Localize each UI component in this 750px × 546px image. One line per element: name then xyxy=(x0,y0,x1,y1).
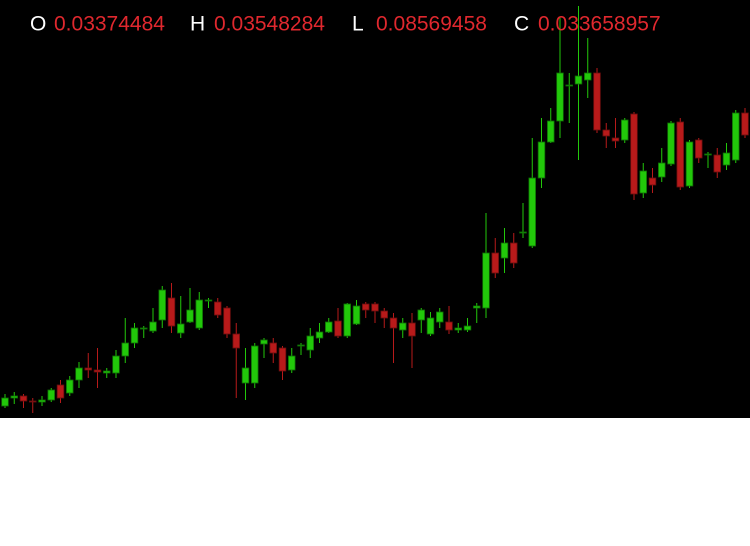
candle-body xyxy=(732,112,740,161)
candle-body xyxy=(436,311,444,323)
candle-body xyxy=(417,309,425,321)
candle-body xyxy=(103,370,111,374)
candle-body xyxy=(445,321,453,331)
candle-body xyxy=(93,369,102,373)
candle-body xyxy=(500,242,509,259)
candle-body xyxy=(704,153,712,156)
candle-body xyxy=(639,170,647,194)
candle-body xyxy=(722,152,731,166)
candle-body xyxy=(574,75,583,85)
high-label: H xyxy=(190,13,205,36)
candle-body xyxy=(214,301,222,316)
open-label: O xyxy=(30,13,46,36)
candle-body xyxy=(167,297,176,327)
candle-body xyxy=(288,355,296,371)
candle-body xyxy=(463,325,472,331)
candle-body xyxy=(602,129,610,137)
candle-body xyxy=(547,120,555,143)
candle-body xyxy=(667,122,675,165)
candle-body xyxy=(306,335,314,351)
candle-body xyxy=(278,347,287,372)
candle-body xyxy=(362,303,370,311)
candle-body xyxy=(528,177,536,247)
candle-body xyxy=(399,322,407,331)
candle-body xyxy=(195,299,203,329)
candle-body xyxy=(741,112,749,136)
high-value: 0.03548284 xyxy=(214,13,325,36)
candle-body xyxy=(648,177,657,186)
candle-body xyxy=(593,72,601,131)
candle-body xyxy=(621,119,629,141)
candle-body xyxy=(584,72,592,81)
candle-body xyxy=(473,305,481,309)
candle-body xyxy=(84,367,92,371)
candle-body xyxy=(56,384,65,399)
candle-body xyxy=(334,320,342,337)
candle-body xyxy=(491,252,499,274)
candle-body xyxy=(158,289,166,321)
ohlc-header: O 0.03374484 H 0.03548284 L 0.08569458 C… xyxy=(30,13,661,36)
candle-body xyxy=(352,305,361,325)
open-value: 0.03374484 xyxy=(54,13,165,36)
candle-body xyxy=(537,141,546,179)
candle-body xyxy=(1,397,9,407)
candle-body xyxy=(315,331,324,339)
plot-background xyxy=(0,0,750,418)
candle-body xyxy=(19,395,28,402)
candle-body xyxy=(177,323,185,334)
candle-body xyxy=(29,400,37,403)
candle-body xyxy=(343,303,351,337)
candle-body xyxy=(223,307,231,335)
candle-body xyxy=(186,309,194,323)
candle-body xyxy=(510,242,518,264)
candle-body xyxy=(676,121,684,188)
candle-body xyxy=(685,141,694,187)
candle-body xyxy=(408,322,416,337)
candle-body xyxy=(371,303,379,312)
candle-body xyxy=(121,342,129,357)
candle-body xyxy=(325,321,333,333)
empty-panel xyxy=(0,418,750,546)
low-value: 0.08569458 xyxy=(376,13,487,36)
candle-body xyxy=(611,137,620,142)
candle-body xyxy=(112,355,120,374)
candle-body xyxy=(204,299,213,302)
candle-body xyxy=(519,231,527,234)
candle-body xyxy=(380,310,388,319)
candle-body xyxy=(454,327,462,331)
candle-body xyxy=(75,367,83,381)
candle-body xyxy=(269,342,277,354)
candle-body xyxy=(241,367,250,384)
candle-body xyxy=(140,327,148,330)
candle-body xyxy=(260,339,268,345)
candle-body xyxy=(556,72,564,122)
candle-body xyxy=(713,154,721,173)
candle-body xyxy=(66,379,74,394)
candle-body xyxy=(47,389,55,401)
candle-body xyxy=(695,139,703,159)
low-label: L xyxy=(352,13,364,36)
candle-body xyxy=(658,162,666,178)
close-value: 0.033658957 xyxy=(538,13,661,36)
close-label: C xyxy=(514,13,529,36)
candle-body xyxy=(389,317,398,329)
candle-body xyxy=(130,327,139,344)
candle-body xyxy=(630,113,638,195)
candle-body xyxy=(10,395,18,399)
candle-body xyxy=(565,84,573,87)
candle-body xyxy=(149,321,157,332)
candle-body xyxy=(482,252,490,309)
candle-body xyxy=(251,345,259,384)
candle-body xyxy=(232,333,240,349)
candle-body xyxy=(426,317,435,335)
candles xyxy=(1,6,749,413)
candle-body xyxy=(38,399,46,403)
candle-body xyxy=(297,344,305,347)
